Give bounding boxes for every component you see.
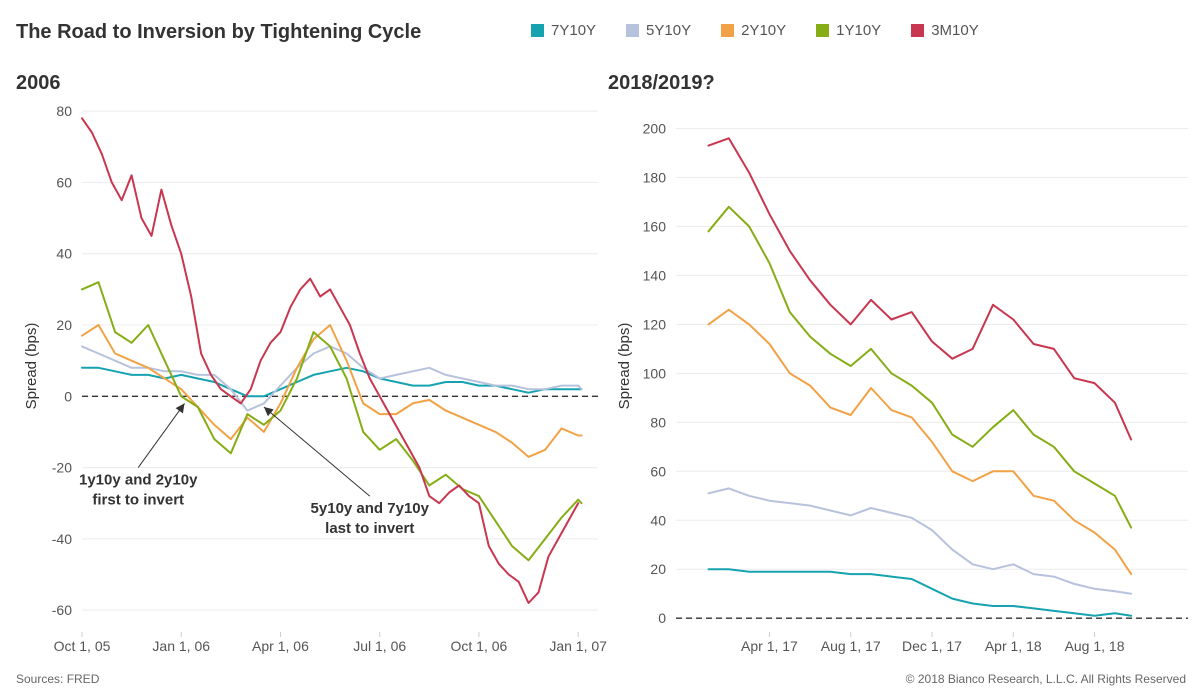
left-annotation-arrow-1 [263,406,371,497]
right-y-tick-label: 160 [643,218,667,234]
legend-swatch-5y10y [626,24,640,37]
left-x-tick-label: Jan 1, 07 [549,638,607,654]
source-note: Sources: FRED [16,672,100,686]
right-series-3m10y [707,137,1133,441]
left-annotation-text-1: last to invert [325,520,414,537]
left-y-tick-label: 0 [64,388,72,404]
legend-swatch-7y10y [531,24,544,37]
chart-main-title: The Road to Inversion by Tightening Cycl… [16,21,422,43]
left-x-tick-label: Apr 1, 06 [252,638,309,654]
legend-swatch-1y10y [816,24,830,37]
right-series-1y10y [707,205,1133,529]
left-annotation-text-0: first to invert [92,492,184,509]
right-y-tick-label: 0 [658,610,666,626]
right-x-tick-label: Apr 1, 17 [741,638,798,654]
right-series-7y10y [707,568,1133,617]
left-panel-title: 2006 [16,72,61,94]
left-x-tick-label: Oct 1, 06 [451,638,508,654]
left-y-tick-label: -40 [52,531,72,547]
right-panel-title: 2018/2019? [608,72,715,94]
right-y-tick-label: 180 [643,169,667,185]
right-y-tick-label: 200 [643,120,667,136]
right-y-tick-label: 100 [643,365,667,381]
legend-item-3m10y[interactable]: 3M10Y [911,22,979,39]
left-series-3m10y [81,117,580,604]
right-x-tick-label: Dec 1, 17 [902,638,962,654]
right-y-tick-label: 40 [650,512,666,528]
legend-item-2y10y[interactable]: 2Y10Y [721,22,786,39]
left-series-5y10y [81,345,583,412]
left-annotation-text-0: 1y10y and 2y10y [79,472,198,489]
left-y-tick-label: 40 [56,246,72,262]
left-series-7y10y [81,366,583,398]
legend-item-1y10y[interactable]: 1Y10Y [816,22,881,39]
left-y-tick-label: -20 [52,460,72,476]
legend-swatch-3m10y [911,24,925,37]
left-annotation-arrow-0 [137,403,185,468]
right-x-tick-label: Aug 1, 17 [821,638,881,654]
left-annotation-arrowhead-1 [263,406,274,417]
legend-swatch-2y10y [721,24,735,37]
left-y-axis-label: Spread (bps) [23,323,40,410]
right-series-5y10y [707,487,1133,595]
right-y-tick-label: 140 [643,267,667,283]
legend-label-1y10y: 1Y10Y [836,22,882,39]
copyright-note: © 2018 Bianco Research, L.L.C. All Right… [905,672,1186,686]
left-y-tick-label: -60 [52,602,72,618]
legend-item-7y10y[interactable]: 7Y10Y [531,22,596,39]
left-series-2y10y [81,324,583,458]
left-annotation-text-1: 5y10y and 7y10y [311,500,430,517]
left-annotation-arrowhead-0 [175,403,185,414]
legend-label-7y10y: 7Y10Y [551,22,597,39]
left-x-tick-label: Jul 1, 06 [353,638,406,654]
right-y-tick-label: 20 [650,561,666,577]
legend-label-3m10y: 3M10Y [931,22,979,39]
left-y-tick-label: 20 [56,317,72,333]
right-y-axis-label: Spread (bps) [616,323,633,410]
left-y-tick-label: 80 [56,103,72,119]
legend-label-5y10y: 5Y10Y [646,22,692,39]
left-x-tick-label: Jan 1, 06 [152,638,210,654]
right-y-tick-label: 80 [650,414,666,430]
right-x-tick-label: Apr 1, 18 [985,638,1042,654]
left-series-1y10y [81,281,583,562]
right-y-tick-label: 60 [650,463,666,479]
legend-label-2y10y: 2Y10Y [741,22,787,39]
legend: 7Y10Y 5Y10Y 2Y10Y 1Y10Y 3M10Y [531,22,1009,39]
left-x-tick-label: Oct 1, 05 [54,638,111,654]
legend-item-5y10y[interactable]: 5Y10Y [626,22,691,39]
right-x-tick-label: Aug 1, 18 [1065,638,1125,654]
right-series-2y10y [707,308,1133,576]
right-y-tick-label: 120 [643,316,667,332]
left-y-tick-label: 60 [56,174,72,190]
